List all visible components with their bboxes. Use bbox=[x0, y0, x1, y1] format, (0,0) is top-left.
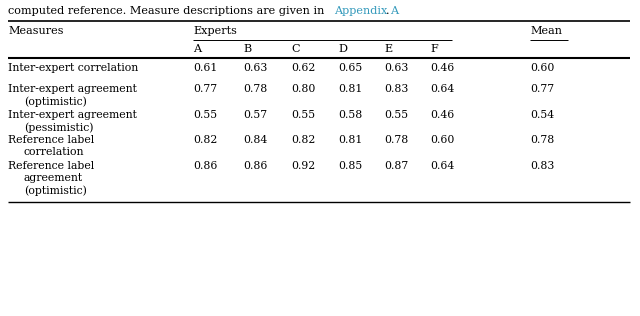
Text: 0.78: 0.78 bbox=[530, 135, 554, 145]
Text: Reference label: Reference label bbox=[8, 161, 94, 171]
Text: 0.92: 0.92 bbox=[291, 161, 316, 171]
Text: 0.54: 0.54 bbox=[530, 110, 554, 120]
Text: Inter-expert agreement: Inter-expert agreement bbox=[8, 110, 137, 120]
Text: E: E bbox=[384, 44, 392, 54]
Text: 0.57: 0.57 bbox=[243, 110, 267, 120]
Text: C: C bbox=[291, 44, 300, 54]
Text: A: A bbox=[193, 44, 201, 54]
Text: 0.65: 0.65 bbox=[338, 63, 362, 73]
Text: 0.80: 0.80 bbox=[291, 84, 316, 94]
Text: (optimistic): (optimistic) bbox=[24, 185, 87, 196]
Text: 0.83: 0.83 bbox=[384, 84, 408, 94]
Text: 0.85: 0.85 bbox=[338, 161, 362, 171]
Text: 0.78: 0.78 bbox=[384, 135, 408, 145]
Text: 0.55: 0.55 bbox=[193, 110, 217, 120]
Text: correlation: correlation bbox=[24, 147, 84, 157]
Text: 0.63: 0.63 bbox=[384, 63, 408, 73]
Text: 0.62: 0.62 bbox=[291, 63, 316, 73]
Text: 0.86: 0.86 bbox=[243, 161, 268, 171]
Text: F: F bbox=[430, 44, 438, 54]
Text: 0.60: 0.60 bbox=[430, 135, 454, 145]
Text: 0.63: 0.63 bbox=[243, 63, 268, 73]
Text: 0.82: 0.82 bbox=[193, 135, 218, 145]
Text: Mean: Mean bbox=[530, 26, 562, 36]
Text: 0.64: 0.64 bbox=[430, 84, 454, 94]
Text: 0.58: 0.58 bbox=[338, 110, 362, 120]
Text: 0.86: 0.86 bbox=[193, 161, 218, 171]
Text: Appendix A: Appendix A bbox=[334, 6, 399, 16]
Text: computed reference. Measure descriptions are given in: computed reference. Measure descriptions… bbox=[8, 6, 328, 16]
Text: 0.82: 0.82 bbox=[291, 135, 316, 145]
Text: 0.64: 0.64 bbox=[430, 161, 454, 171]
Text: Experts: Experts bbox=[193, 26, 237, 36]
Text: 0.81: 0.81 bbox=[338, 135, 362, 145]
Text: 0.46: 0.46 bbox=[430, 63, 454, 73]
Text: 0.55: 0.55 bbox=[291, 110, 315, 120]
Text: B: B bbox=[243, 44, 252, 54]
Text: Measures: Measures bbox=[8, 26, 63, 36]
Text: Inter-expert correlation: Inter-expert correlation bbox=[8, 63, 138, 73]
Text: 0.77: 0.77 bbox=[193, 84, 217, 94]
Text: .: . bbox=[386, 6, 390, 16]
Text: 0.61: 0.61 bbox=[193, 63, 218, 73]
Text: (pessimistic): (pessimistic) bbox=[24, 122, 93, 133]
Text: 0.78: 0.78 bbox=[243, 84, 268, 94]
Text: 0.60: 0.60 bbox=[530, 63, 554, 73]
Text: 0.84: 0.84 bbox=[243, 135, 268, 145]
Text: D: D bbox=[338, 44, 347, 54]
Text: 0.87: 0.87 bbox=[384, 161, 408, 171]
Text: 0.81: 0.81 bbox=[338, 84, 362, 94]
Text: (optimistic): (optimistic) bbox=[24, 96, 87, 106]
Text: Reference label: Reference label bbox=[8, 135, 94, 145]
Text: 0.77: 0.77 bbox=[530, 84, 554, 94]
Text: 0.46: 0.46 bbox=[430, 110, 454, 120]
Text: Inter-expert agreement: Inter-expert agreement bbox=[8, 84, 137, 94]
Text: 0.83: 0.83 bbox=[530, 161, 554, 171]
Text: 0.55: 0.55 bbox=[384, 110, 408, 120]
Text: agreement: agreement bbox=[24, 173, 83, 183]
